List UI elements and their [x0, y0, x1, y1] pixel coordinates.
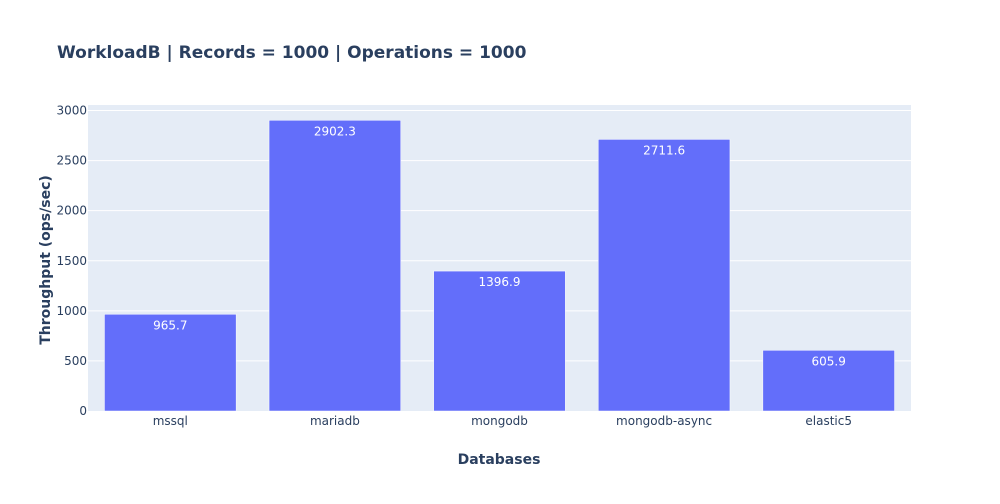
x-axis-ticks: mssql mariadb mongodb mongodb-async elastic5: [153, 414, 852, 428]
x-tick-label: mongodb: [471, 414, 528, 428]
y-tick-label: 3000: [56, 104, 87, 118]
y-tick-label: 0: [79, 404, 87, 418]
x-tick-label: mariadb: [310, 414, 360, 428]
bar-value-label: 2902.3: [314, 124, 356, 138]
bar-mongodb: [433, 270, 566, 412]
bar-value-label: 965.7: [153, 318, 187, 332]
bar-elastic5: [762, 350, 895, 412]
y-tick-label: 500: [64, 354, 87, 368]
y-tick-label: 1500: [56, 254, 87, 268]
bar-mongodb-async: [598, 139, 731, 412]
y-axis-title: Throughput (ops/sec): [38, 175, 54, 345]
bar-value-label: 1396.9: [479, 275, 521, 289]
y-tick-label: 2000: [56, 204, 87, 218]
bar-value-labels: 965.7 2902.3 1396.9 2711.6 605.9: [153, 124, 846, 368]
bar-mariadb: [268, 120, 401, 412]
x-axis-title: Databases: [458, 452, 541, 468]
bar-value-label: 605.9: [812, 354, 846, 368]
x-tick-label: elastic5: [805, 414, 852, 428]
bar-mssql: [104, 314, 237, 412]
chart-title: WorkloadB | Records = 1000 | Operations …: [57, 43, 527, 63]
x-tick-label: mssql: [153, 414, 188, 428]
bars: [104, 120, 895, 412]
x-tick-label: mongodb-async: [616, 414, 712, 428]
y-axis-ticks: 0 500 1000 1500 2000 2500 3000: [56, 104, 87, 418]
y-tick-label: 2500: [56, 154, 87, 168]
bar-value-label: 2711.6: [643, 143, 685, 157]
y-tick-label: 1000: [56, 304, 87, 318]
